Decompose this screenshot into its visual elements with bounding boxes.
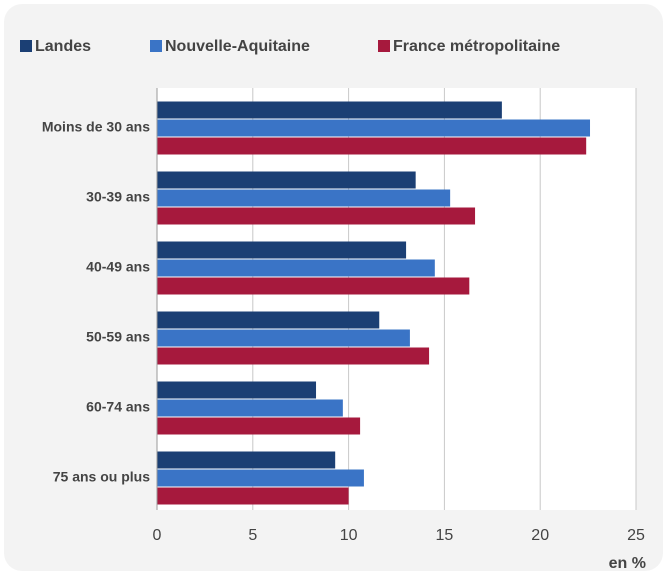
bar bbox=[157, 119, 591, 137]
y-tick-label: 40-49 ans bbox=[86, 259, 150, 275]
legend-label: Nouvelle-Aquitaine bbox=[165, 38, 310, 55]
legend-swatch bbox=[378, 40, 390, 52]
x-tick-label: 10 bbox=[340, 527, 358, 544]
bar bbox=[157, 277, 470, 295]
y-tick-label: 30-39 ans bbox=[86, 189, 150, 205]
x-axis-label: en % bbox=[609, 555, 646, 572]
legend-swatch bbox=[150, 40, 162, 52]
bar bbox=[157, 311, 380, 329]
bar bbox=[157, 487, 349, 505]
x-tick-label: 20 bbox=[531, 527, 549, 544]
bar bbox=[157, 171, 416, 189]
y-tick-label: 60-74 ans bbox=[86, 399, 150, 415]
bar bbox=[157, 329, 410, 347]
x-tick-label: 25 bbox=[627, 527, 645, 544]
bar bbox=[157, 417, 361, 435]
x-tick-label: 0 bbox=[153, 527, 162, 544]
bar bbox=[157, 399, 343, 417]
bar bbox=[157, 451, 336, 469]
bar bbox=[157, 381, 317, 399]
bar bbox=[157, 137, 587, 155]
bar bbox=[157, 259, 435, 277]
bar bbox=[157, 469, 364, 487]
bar bbox=[157, 241, 407, 259]
y-tick-label: 50-59 ans bbox=[86, 329, 150, 345]
bar bbox=[157, 207, 476, 225]
bar bbox=[157, 101, 502, 119]
legend-label: France métropolitaine bbox=[393, 38, 560, 55]
legend-label: Landes bbox=[35, 38, 91, 55]
y-tick-label: 75 ans ou plus bbox=[53, 469, 150, 485]
legend-swatch bbox=[20, 40, 32, 52]
x-tick-label: 5 bbox=[248, 527, 257, 544]
x-tick-label: 15 bbox=[436, 527, 454, 544]
y-tick-label: Moins de 30 ans bbox=[42, 119, 150, 135]
bar bbox=[157, 189, 451, 207]
bar bbox=[157, 347, 430, 365]
plot-area bbox=[157, 88, 636, 510]
